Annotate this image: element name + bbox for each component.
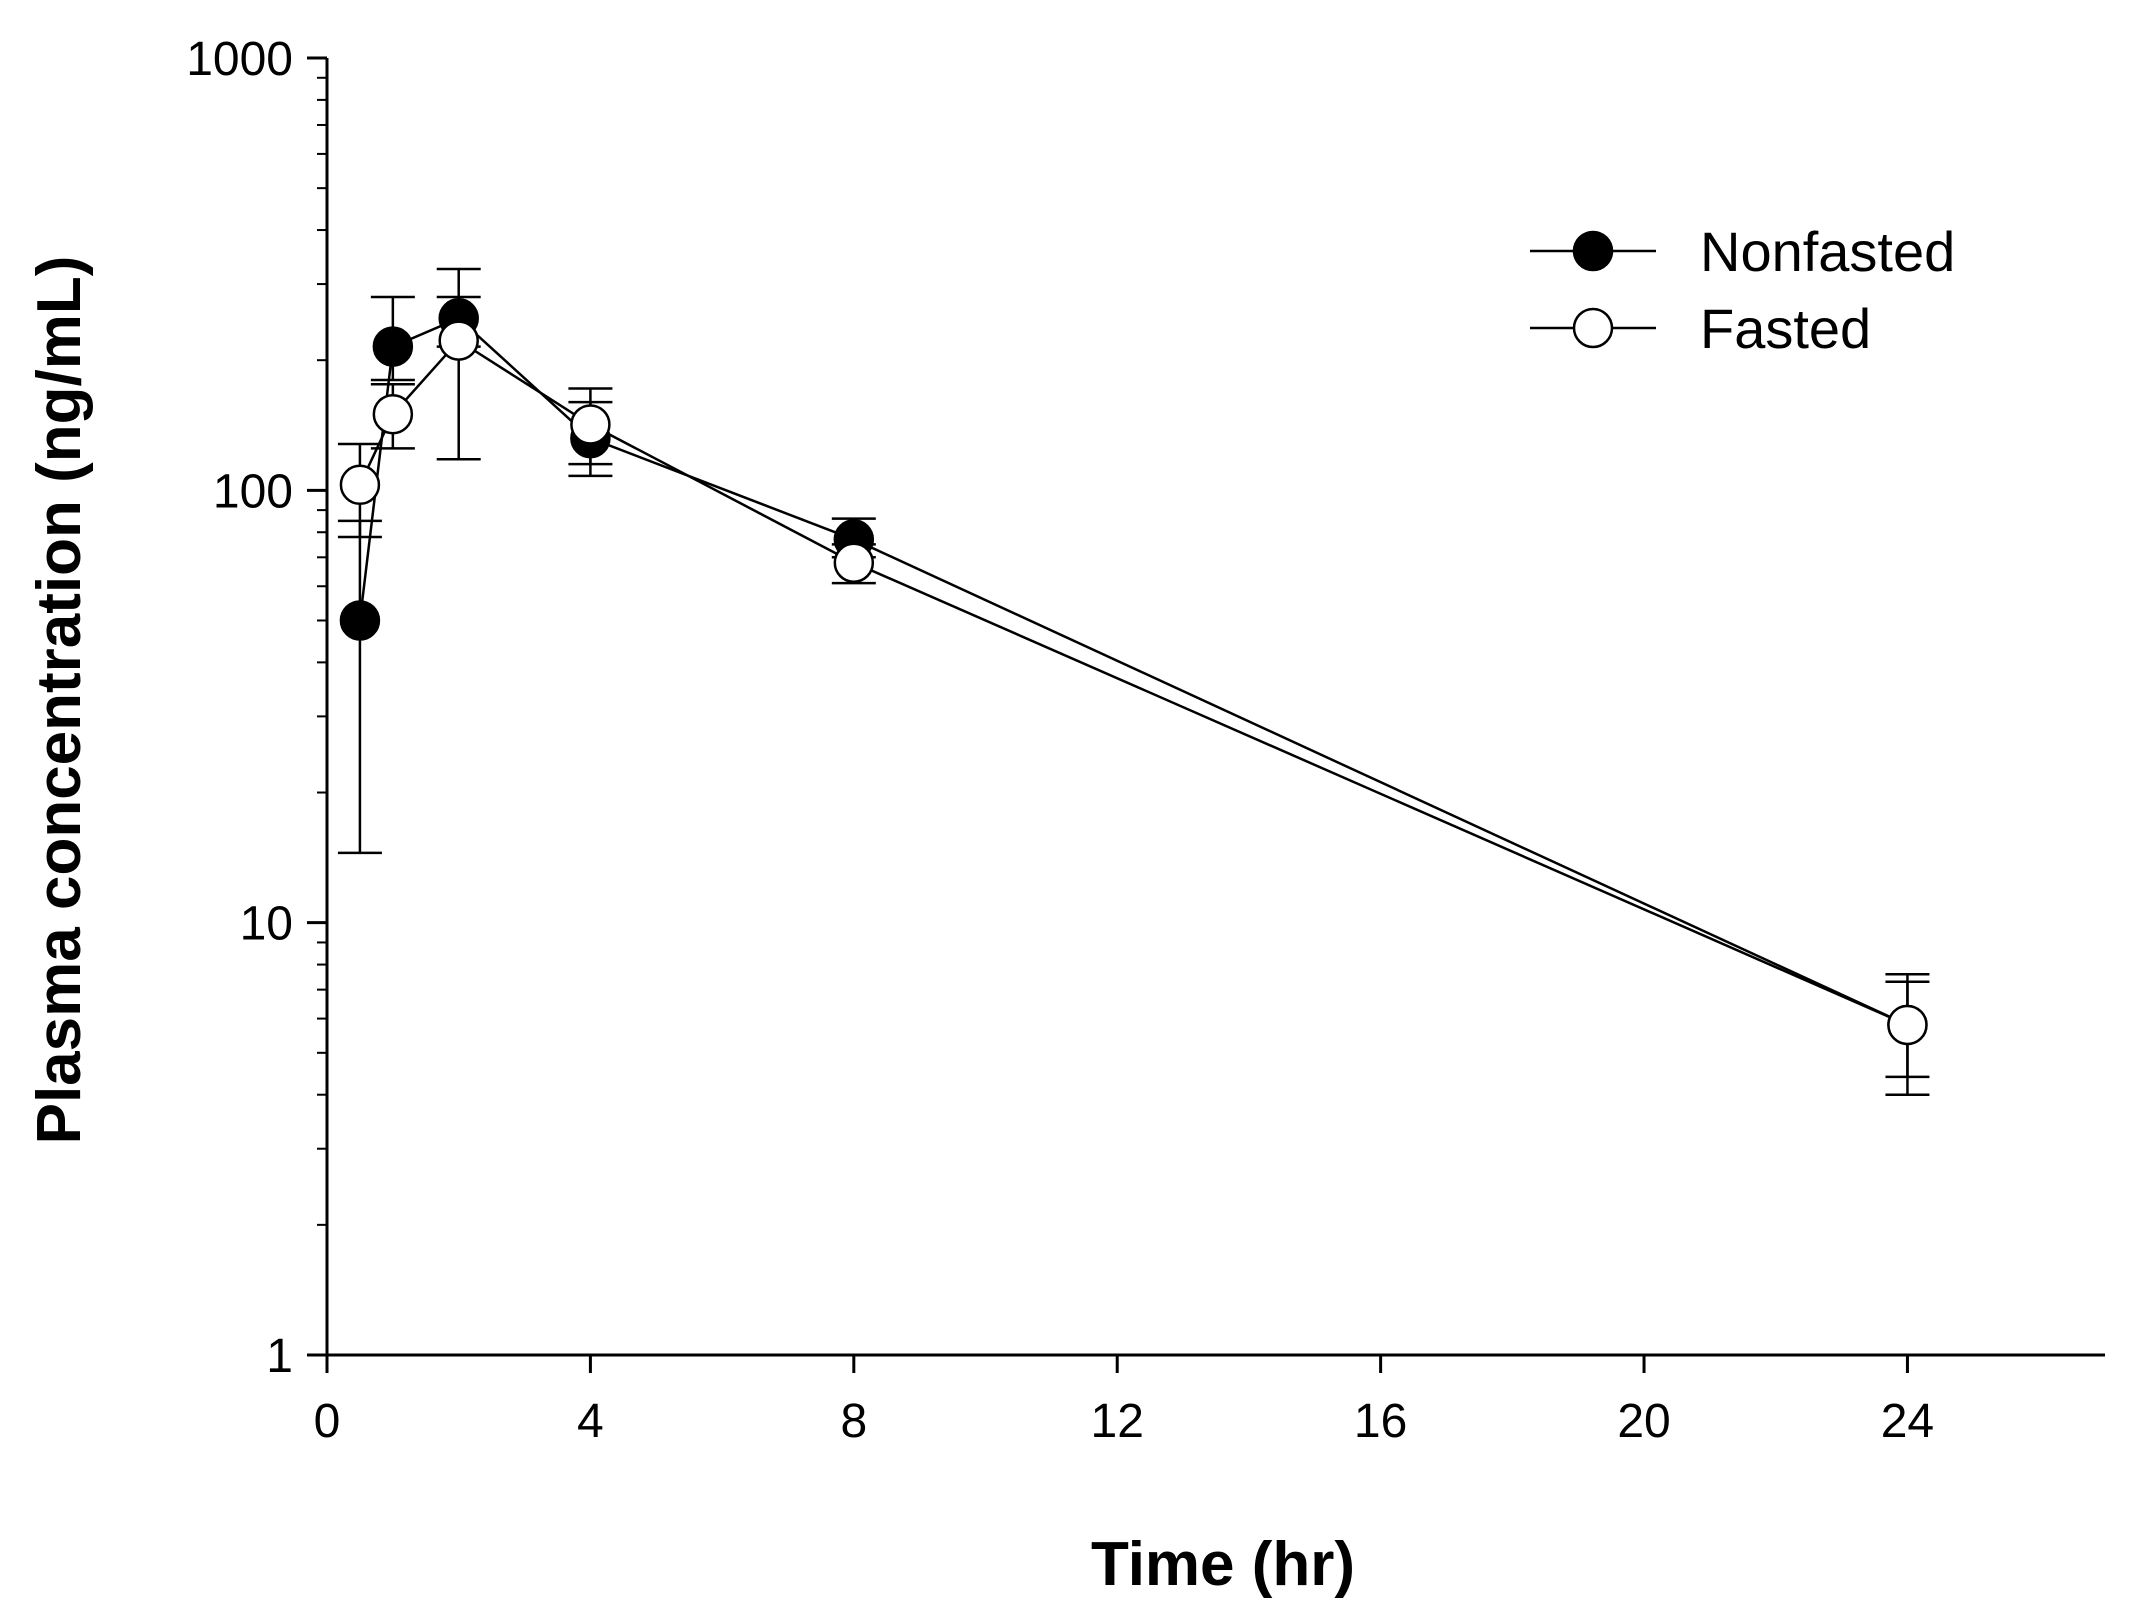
data-point [438, 320, 479, 361]
y-axis-title: Plasma concentration (ng/mL) [25, 256, 94, 1145]
y-tick-label: 100 [213, 465, 293, 518]
y-tick-label: 10 [240, 898, 293, 951]
series-line [358, 316, 1908, 1027]
y-tick-label: 1000 [186, 33, 293, 86]
data-point [570, 404, 611, 445]
x-tick-label: 4 [577, 1395, 604, 1448]
data-point [339, 464, 381, 506]
x-tick-label: 0 [314, 1395, 341, 1448]
data-point [372, 326, 414, 367]
legend-marker [1572, 230, 1614, 272]
x-tick-label: 16 [1354, 1395, 1407, 1448]
axes [325, 58, 2105, 1357]
series-layer [337, 267, 1930, 1096]
legend-marker [1572, 307, 1614, 349]
x-tick-label: 8 [840, 1395, 867, 1448]
legend-label: Nonfasted [1700, 220, 1955, 283]
x-tick-label: 24 [1881, 1395, 1934, 1448]
series-nonfasted [337, 267, 1930, 1096]
data-point [339, 600, 381, 641]
data-point [1887, 1004, 1928, 1046]
legend: Nonfasted Fasted [1530, 220, 1955, 360]
data-point [372, 393, 414, 435]
x-tick-label: 12 [1091, 1395, 1144, 1448]
x-axis-title: Time (hr) [1091, 1530, 1355, 1599]
x-tick-label: 20 [1617, 1395, 1670, 1448]
x-ticks: 0 4 8 12 16 20 24 [314, 1355, 1934, 1448]
y-ticks: 1 10 100 1000 [186, 33, 327, 1383]
y-tick-label: 1 [266, 1330, 293, 1383]
series-fasted [337, 295, 1930, 1079]
data-point [833, 542, 875, 583]
legend-label: Fasted [1700, 297, 1871, 360]
